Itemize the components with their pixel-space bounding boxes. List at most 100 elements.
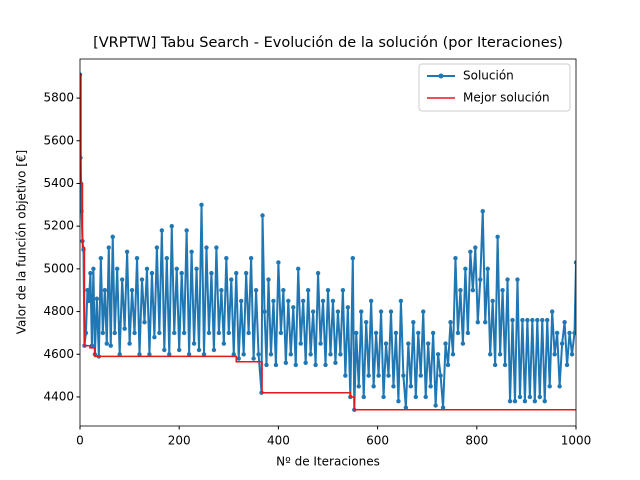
point bbox=[483, 320, 488, 325]
point bbox=[445, 362, 451, 368]
point bbox=[386, 373, 391, 378]
point bbox=[460, 341, 466, 346]
point bbox=[350, 255, 355, 261]
point bbox=[406, 341, 411, 346]
point bbox=[333, 360, 338, 366]
point bbox=[209, 270, 214, 276]
point bbox=[354, 330, 359, 336]
point bbox=[359, 309, 364, 314]
point bbox=[164, 255, 169, 261]
point bbox=[378, 309, 384, 314]
point bbox=[85, 288, 90, 293]
point bbox=[535, 317, 540, 323]
point bbox=[86, 298, 92, 304]
x-tick-label: 600 bbox=[366, 434, 389, 448]
point bbox=[211, 347, 217, 353]
point bbox=[196, 347, 202, 353]
point bbox=[318, 341, 323, 346]
point bbox=[522, 399, 528, 404]
x-tick-label: 0 bbox=[76, 434, 84, 448]
point bbox=[236, 356, 241, 361]
point bbox=[403, 405, 409, 410]
point bbox=[104, 341, 109, 346]
point bbox=[569, 352, 575, 357]
point bbox=[320, 298, 326, 304]
point bbox=[142, 320, 147, 325]
point bbox=[298, 341, 303, 346]
point bbox=[219, 288, 224, 293]
legend-box bbox=[418, 63, 571, 112]
point bbox=[547, 384, 552, 389]
point bbox=[495, 234, 500, 240]
point bbox=[540, 317, 545, 323]
point bbox=[102, 288, 108, 293]
point bbox=[497, 352, 503, 357]
point bbox=[204, 245, 209, 250]
point bbox=[525, 317, 530, 323]
point bbox=[408, 384, 414, 389]
point bbox=[305, 288, 311, 293]
point bbox=[428, 384, 433, 389]
x-tick-label: 800 bbox=[465, 434, 488, 448]
point bbox=[129, 288, 135, 293]
y-tick-label: 5200 bbox=[43, 219, 74, 233]
point bbox=[108, 343, 113, 348]
point bbox=[127, 341, 132, 346]
point bbox=[162, 347, 167, 353]
point bbox=[179, 270, 184, 276]
point bbox=[425, 341, 431, 346]
legend-label: Solución bbox=[463, 69, 514, 83]
point bbox=[286, 298, 291, 304]
point bbox=[288, 352, 293, 357]
point bbox=[549, 309, 555, 314]
point bbox=[490, 298, 495, 304]
point bbox=[100, 330, 106, 336]
point bbox=[281, 288, 286, 293]
point bbox=[335, 309, 341, 314]
chart-title: [VRPTW] Tabu Search - Evolución de la so… bbox=[93, 35, 563, 51]
point bbox=[262, 309, 267, 314]
point bbox=[229, 277, 234, 282]
point bbox=[520, 317, 525, 323]
point bbox=[94, 296, 100, 301]
point bbox=[363, 320, 369, 325]
point bbox=[559, 341, 565, 346]
point bbox=[376, 373, 381, 378]
y-tick-label: 4400 bbox=[43, 389, 74, 403]
point bbox=[401, 373, 406, 378]
point bbox=[455, 330, 461, 336]
point bbox=[453, 255, 458, 261]
point bbox=[487, 352, 493, 357]
point bbox=[243, 270, 249, 276]
point bbox=[276, 260, 281, 265]
series-line bbox=[80, 73, 576, 411]
point bbox=[303, 360, 308, 366]
y-tick-label: 5400 bbox=[43, 176, 74, 190]
point bbox=[216, 330, 222, 336]
point bbox=[98, 255, 104, 261]
point bbox=[423, 394, 428, 400]
point bbox=[177, 347, 182, 353]
legend-marker bbox=[438, 73, 444, 79]
point bbox=[517, 394, 523, 400]
legend-label: Mejor solución bbox=[463, 91, 550, 105]
point bbox=[325, 288, 331, 293]
point bbox=[557, 384, 562, 389]
point bbox=[268, 352, 274, 357]
point bbox=[110, 234, 115, 240]
point bbox=[532, 399, 538, 404]
point bbox=[301, 298, 306, 304]
point bbox=[391, 384, 396, 389]
point bbox=[224, 255, 229, 261]
point bbox=[283, 360, 289, 366]
point bbox=[184, 228, 189, 233]
point bbox=[239, 298, 244, 304]
point bbox=[418, 373, 423, 378]
point bbox=[310, 309, 316, 314]
point bbox=[291, 305, 296, 310]
y-tick-label: 5600 bbox=[43, 133, 74, 147]
point bbox=[465, 330, 471, 336]
point bbox=[530, 317, 535, 323]
point bbox=[154, 245, 160, 250]
point bbox=[256, 352, 261, 357]
